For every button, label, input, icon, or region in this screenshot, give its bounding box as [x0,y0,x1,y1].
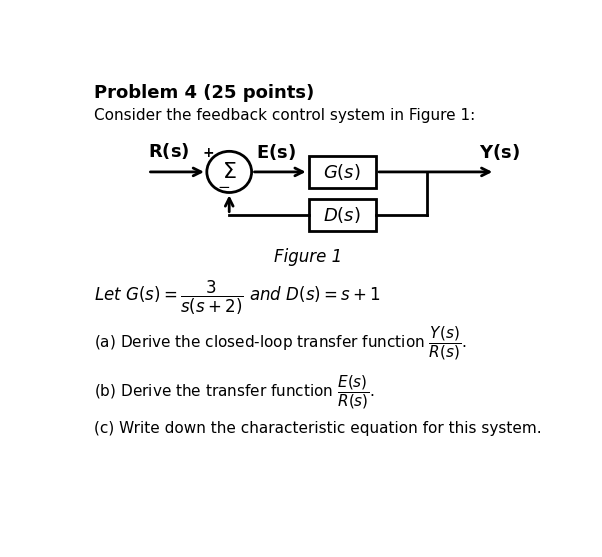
Text: $\mathbf{R(s)}$: $\mathbf{R(s)}$ [147,141,189,161]
Text: Figure 1: Figure 1 [275,248,343,266]
Text: $\Sigma$: $\Sigma$ [222,162,237,182]
FancyBboxPatch shape [309,155,376,188]
Text: (c) Write down the characteristic equation for this system.: (c) Write down the characteristic equati… [94,421,542,436]
Text: $\mathbf{E(s)}$: $\mathbf{E(s)}$ [256,141,296,162]
Text: $\mathit{Let}\ G(s) = \dfrac{3}{s(s+2)}\ \mathit{and}\ D(s) = s + 1$: $\mathit{Let}\ G(s) = \dfrac{3}{s(s+2)}\… [94,279,380,317]
Text: $G(s)$: $G(s)$ [323,162,361,182]
Text: (a) Derive the closed-loop transfer function $\dfrac{Y(s)}{R(s)}$.: (a) Derive the closed-loop transfer func… [94,324,467,362]
Text: −: − [217,180,230,195]
Text: $D(s)$: $D(s)$ [323,204,361,224]
FancyBboxPatch shape [309,198,376,231]
Text: (b) Derive the transfer function $\dfrac{E(s)}{R(s)}$.: (b) Derive the transfer function $\dfrac… [94,374,375,411]
Text: $\mathbf{Y(s)}$: $\mathbf{Y(s)}$ [479,141,520,162]
Text: Consider the feedback control system in Figure 1:: Consider the feedback control system in … [94,108,475,123]
Text: +: + [202,145,214,160]
Text: Problem 4 (25 points): Problem 4 (25 points) [94,84,314,102]
